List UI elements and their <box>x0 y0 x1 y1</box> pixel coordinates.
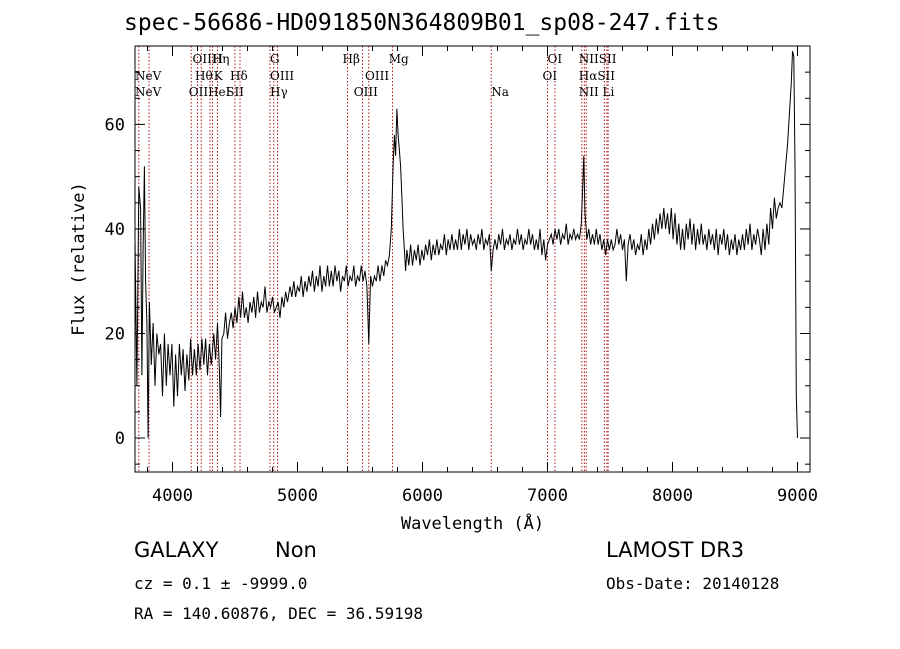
spectral-line-label: OIII <box>354 85 378 99</box>
spectral-line-label: OIIHeI <box>189 85 231 99</box>
plot-frame <box>134 45 811 473</box>
spectral-line-label: HαSII <box>579 69 616 83</box>
y-tick-label: 20 <box>105 324 125 344</box>
x-tick-label: 7000 <box>527 486 568 506</box>
x-tick-label: 8000 <box>652 486 693 506</box>
spectral-line-label: SII <box>226 85 244 99</box>
spectral-line-label: Hθ <box>195 69 213 83</box>
object-subclass-label: Non <box>275 538 317 562</box>
spectral-line-label: NIISII <box>579 52 617 66</box>
chart-title: spec-56686-HD091850N364809B01_sp08-247.f… <box>124 10 720 36</box>
spectral-line-label: NII Li <box>579 85 615 99</box>
radec-readout: RA = 140.60876, DEC = 36.59198 <box>134 604 423 623</box>
spectral-line-label: OIII <box>270 69 294 83</box>
x-axis-label: Wavelength (Å) <box>401 512 544 534</box>
y-axis-label: Flux (relative) <box>69 182 89 336</box>
survey-label: LAMOST DR3 <box>606 538 745 562</box>
x-tick-label: 9000 <box>777 486 818 506</box>
spectral-line-label: OIII <box>365 69 389 83</box>
spectral-line-label: OI <box>548 52 563 66</box>
spectral-line-label: H <box>213 52 223 66</box>
spectral-line-label: NeV <box>135 85 162 99</box>
spectrum-series-line <box>134 51 798 439</box>
obs-date-readout: Obs-Date: 20140128 <box>606 574 780 593</box>
x-tick-label: 4000 <box>152 486 193 506</box>
redshift-readout: cz = 0.1 ± -9999.0 <box>134 574 308 593</box>
spectral-line-label: Na <box>491 85 509 99</box>
y-tick-label: 40 <box>105 220 125 240</box>
spectral-line-label: Hδ <box>230 69 248 83</box>
spectral-line-label: Mg <box>389 52 409 66</box>
spectral-line-label: OI <box>543 69 558 83</box>
y-tick-label: 60 <box>105 115 125 135</box>
object-class-label: GALAXY <box>134 538 219 562</box>
spectral-line-label: K <box>214 69 224 83</box>
spectral-line-label: Hγ <box>270 85 288 99</box>
x-tick-label: 6000 <box>402 486 443 506</box>
y-tick-label: 0 <box>115 429 125 449</box>
x-tick-label: 5000 <box>277 486 318 506</box>
spectral-line-label: G <box>270 52 280 66</box>
spectral-line-label: Hβ <box>343 52 360 66</box>
spectral-line-label: NeV <box>135 69 162 83</box>
spectral-line-label: OIIHη <box>193 52 230 66</box>
